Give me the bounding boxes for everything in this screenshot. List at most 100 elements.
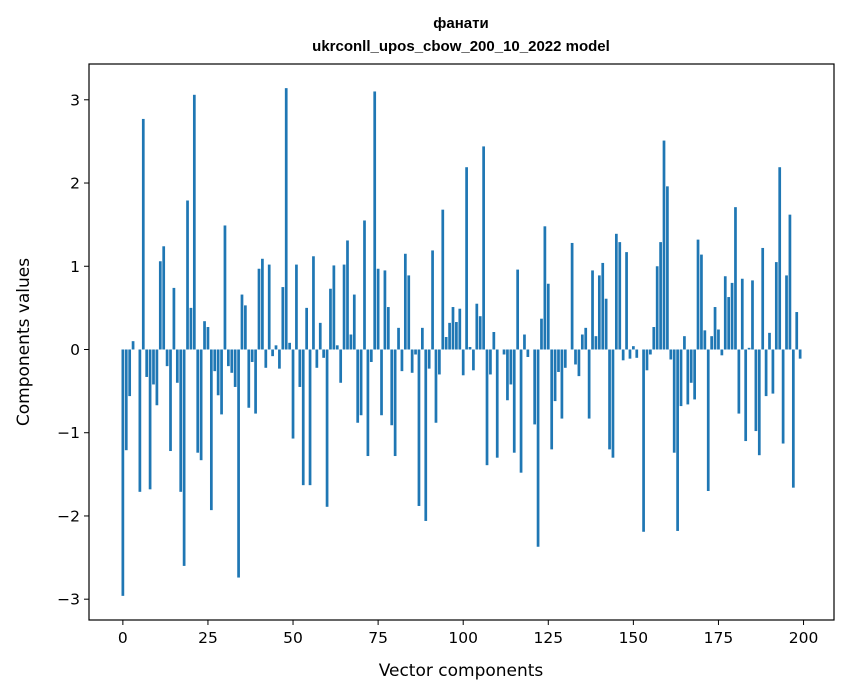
bar <box>543 226 547 350</box>
y-tick-label: 0 <box>70 341 80 359</box>
bar <box>740 278 744 350</box>
bar <box>754 349 758 432</box>
bar <box>203 321 206 350</box>
bar <box>356 349 360 423</box>
bar <box>747 347 751 350</box>
bar <box>179 349 183 492</box>
bar <box>322 349 326 358</box>
bar <box>247 349 251 408</box>
bar <box>778 167 782 350</box>
bar <box>693 349 696 400</box>
bar <box>580 334 584 350</box>
bar <box>162 246 166 350</box>
bar <box>577 349 581 377</box>
bar <box>628 349 632 359</box>
bar <box>451 307 455 350</box>
bar <box>393 349 397 457</box>
bar <box>397 327 400 350</box>
bar <box>213 349 217 372</box>
bar <box>720 349 724 356</box>
bar <box>703 330 707 350</box>
x-tick-label: 0 <box>118 629 128 647</box>
bar <box>192 94 196 350</box>
bar <box>594 336 598 350</box>
x-tick-label: 125 <box>533 629 563 647</box>
bar <box>417 349 421 506</box>
bar <box>359 349 363 416</box>
x-axis-ticks: 0 25 50 75 100 125 150 175 200 <box>118 620 818 647</box>
bar <box>475 303 479 350</box>
bar <box>713 307 717 350</box>
bar <box>261 258 264 350</box>
x-tick-label: 75 <box>368 629 388 647</box>
bar <box>131 341 135 350</box>
bar <box>380 349 383 416</box>
bar <box>400 349 404 372</box>
y-tick-label: −1 <box>57 424 80 442</box>
x-tick-label: 50 <box>283 629 303 647</box>
bar <box>264 349 268 368</box>
bar <box>536 349 540 547</box>
y-axis-label: Components values <box>14 258 34 426</box>
bar <box>346 240 349 350</box>
bar-series <box>121 88 802 596</box>
bar <box>444 337 448 350</box>
bar <box>676 349 679 531</box>
bar <box>403 253 407 350</box>
bar <box>335 345 339 350</box>
bar <box>751 280 754 350</box>
bar <box>339 349 343 383</box>
bar <box>706 349 710 491</box>
bar <box>727 297 731 350</box>
bar <box>431 250 434 350</box>
y-tick-label: 2 <box>70 175 80 193</box>
bar <box>519 349 523 473</box>
bar <box>649 349 652 355</box>
bar <box>795 312 799 350</box>
bar <box>563 349 567 368</box>
bar <box>206 327 210 350</box>
bar <box>376 268 380 350</box>
bar <box>757 349 761 456</box>
bar <box>506 349 509 401</box>
bar <box>465 167 468 350</box>
x-tick-label: 100 <box>448 629 478 647</box>
bar <box>308 349 312 486</box>
bar <box>642 349 645 532</box>
bar <box>744 349 748 442</box>
bar <box>652 327 656 350</box>
bar <box>601 262 605 350</box>
bar <box>352 294 356 350</box>
bar <box>318 322 322 350</box>
bar <box>305 307 308 350</box>
bar <box>414 349 417 355</box>
bar <box>611 349 615 458</box>
bar <box>121 349 125 596</box>
bar <box>723 276 727 350</box>
bar <box>761 247 765 350</box>
bar <box>492 332 496 350</box>
bar <box>495 349 499 458</box>
bar <box>672 349 676 453</box>
bar <box>158 261 162 350</box>
bar <box>332 265 336 350</box>
bar <box>468 346 472 350</box>
bar <box>373 91 377 350</box>
x-tick-label: 25 <box>198 629 218 647</box>
bar <box>128 349 132 397</box>
bar <box>315 349 319 368</box>
bar <box>301 349 305 486</box>
bar <box>686 349 690 405</box>
bar <box>625 252 628 350</box>
bar <box>734 207 737 350</box>
bar <box>489 349 492 375</box>
bar <box>267 264 271 350</box>
bar <box>271 349 274 357</box>
bar <box>329 288 332 350</box>
bar <box>608 349 611 450</box>
bar <box>553 349 557 402</box>
bar <box>220 349 223 415</box>
bar <box>560 349 564 419</box>
bar <box>298 349 302 387</box>
